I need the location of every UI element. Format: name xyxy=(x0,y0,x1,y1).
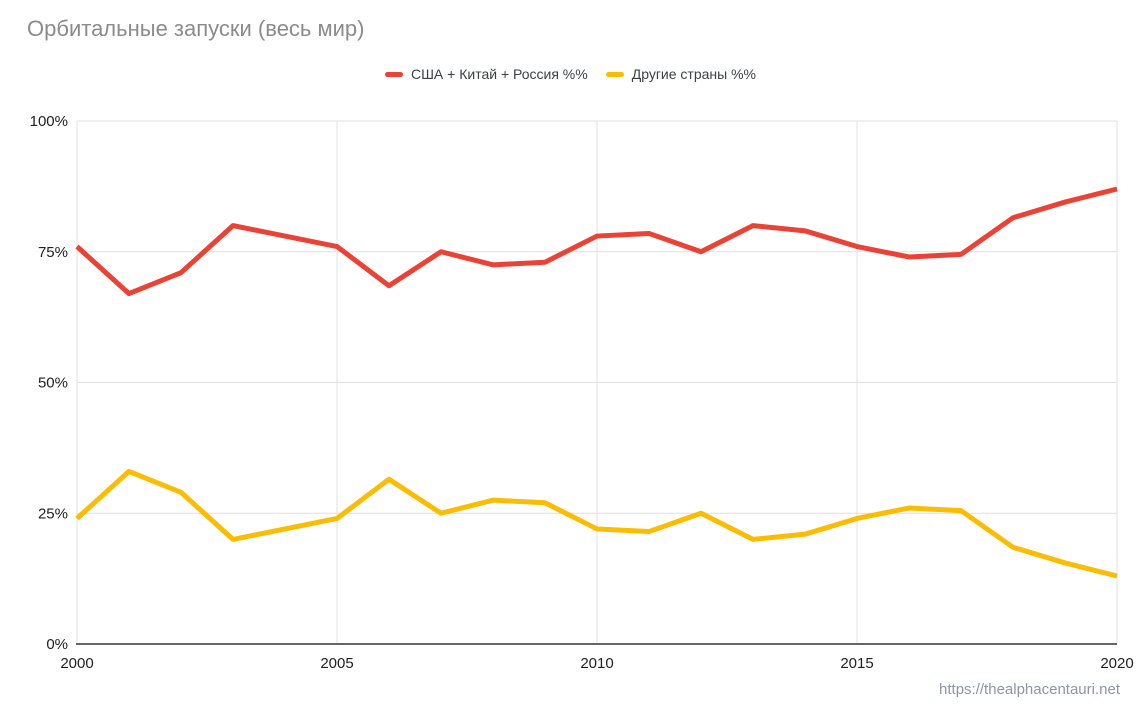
legend-label: Другие страны %% xyxy=(631,66,756,82)
y-axis-tick-label: 50% xyxy=(38,375,68,392)
legend-swatch-red-icon xyxy=(384,71,403,77)
chart-legend: США + Китай + Россия %% Другие страны %% xyxy=(0,66,1141,82)
series-line-1[interactable] xyxy=(75,468,1118,579)
y-axis-tick-label: 0% xyxy=(46,636,68,653)
legend-item-usa-china-russia[interactable]: США + Китай + Россия %% xyxy=(384,66,588,82)
source-link[interactable]: https://thealphacentauri.net xyxy=(939,681,1120,698)
y-axis-tick-label: 25% xyxy=(38,505,68,522)
x-axis-tick-label: 2000 xyxy=(60,655,93,672)
x-axis-tick-label: 2005 xyxy=(320,655,353,672)
series-line-0[interactable] xyxy=(75,186,1118,297)
x-axis-tick-label: 2020 xyxy=(1100,655,1133,672)
legend-label: США + Китай + Россия %% xyxy=(410,66,588,82)
legend-item-other-countries[interactable]: Другие страны %% xyxy=(605,66,756,82)
x-axis-tick-label: 2010 xyxy=(580,655,613,672)
y-axis-tick-label: 75% xyxy=(38,244,68,261)
legend-swatch-yellow-icon xyxy=(605,71,624,77)
chart-title: Орбитальные запуски (весь мир) xyxy=(27,16,365,41)
y-axis-tick-label: 100% xyxy=(30,113,68,130)
x-axis-tick-label: 2015 xyxy=(840,655,873,672)
